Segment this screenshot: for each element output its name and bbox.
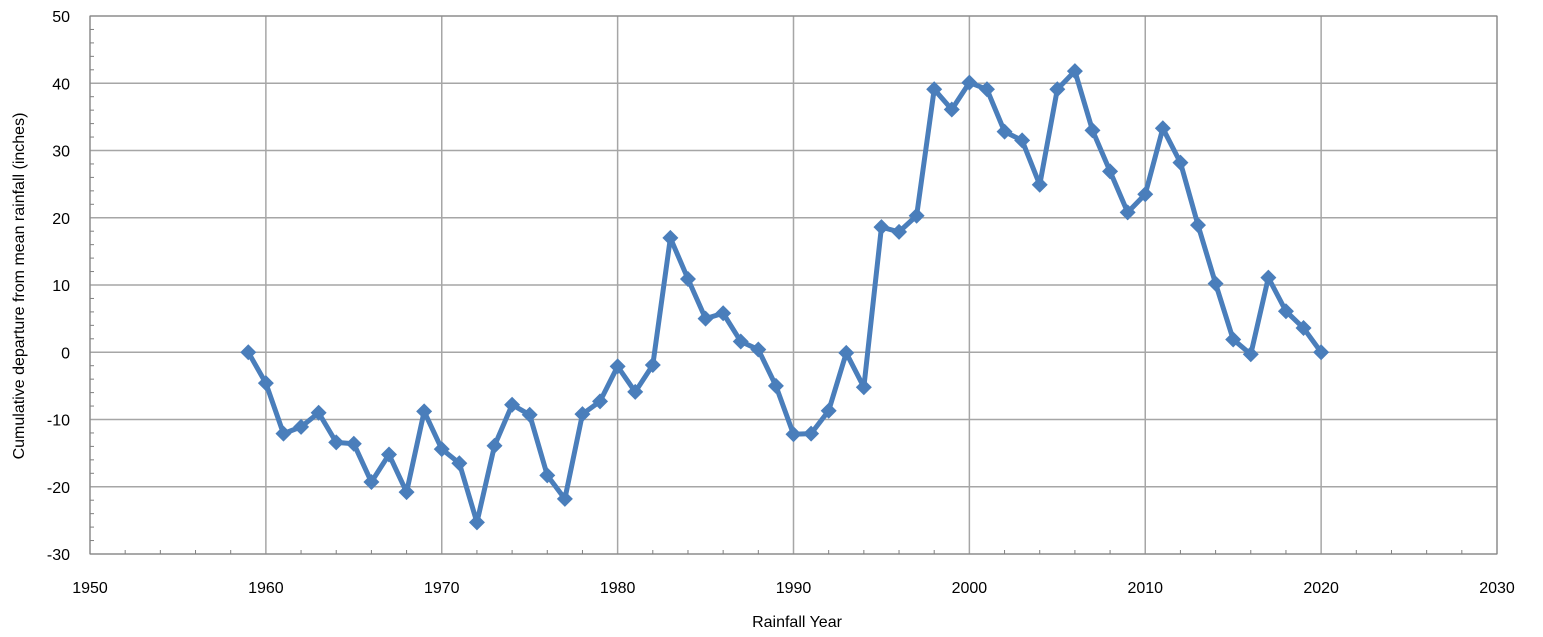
y-tick-label: -20 xyxy=(47,480,70,497)
data-point-marker xyxy=(275,425,292,442)
data-point-marker xyxy=(627,383,644,400)
y-tick-label: -10 xyxy=(47,413,70,430)
data-point-marker xyxy=(451,455,468,472)
x-tick-label: 2000 xyxy=(952,580,988,597)
x-tick-label: 2020 xyxy=(1303,580,1339,597)
data-point-marker xyxy=(1154,120,1171,137)
data-point-marker xyxy=(1049,81,1066,98)
data-point-marker xyxy=(293,418,310,435)
data-point-marker xyxy=(820,402,837,419)
y-tick-label: 20 xyxy=(52,211,70,228)
y-tick-label: 50 xyxy=(52,9,70,26)
data-point-marker xyxy=(891,223,908,240)
data-point-marker xyxy=(1313,344,1330,361)
data-point-marker xyxy=(486,437,503,454)
data-point-marker xyxy=(838,344,855,361)
y-tick-label: -30 xyxy=(47,547,70,564)
data-point-marker xyxy=(785,426,802,443)
data-point-marker xyxy=(679,270,696,287)
y-tick-labels: -30 -20 -10 0 10 20 30 40 50 xyxy=(47,9,70,564)
data-point-marker xyxy=(662,229,679,246)
series xyxy=(240,63,1330,531)
x-tick-label: 1970 xyxy=(424,580,460,597)
data-point-marker xyxy=(504,396,521,413)
data-point-marker xyxy=(1014,132,1031,149)
minor-ticks xyxy=(90,28,1463,554)
data-point-marker xyxy=(574,406,591,423)
data-point-marker xyxy=(1207,275,1224,292)
plot-frame xyxy=(89,15,1498,555)
data-point-marker xyxy=(556,490,573,507)
x-tick-labels: 1950 1960 1970 1980 1990 2000 2010 2020 2030 xyxy=(72,580,1515,597)
data-point-marker xyxy=(1242,346,1259,363)
data-point-marker xyxy=(697,310,714,327)
data-point-marker xyxy=(943,101,960,118)
data-point-marker xyxy=(767,377,784,394)
data-point-marker xyxy=(926,81,943,98)
data-point-marker xyxy=(433,441,450,458)
data-point-marker xyxy=(1084,122,1101,139)
data-point-marker xyxy=(855,379,872,396)
data-point-marker xyxy=(1260,269,1277,286)
y-axis-title: Cumulative departure from mean rainfall … xyxy=(11,113,28,460)
series-line xyxy=(245,68,1324,525)
data-point-marker xyxy=(521,406,538,423)
x-tick-label: 1960 xyxy=(248,580,284,597)
data-point-marker xyxy=(1102,163,1119,180)
data-point-marker xyxy=(873,219,890,236)
x-tick-label: 1950 xyxy=(72,580,108,597)
data-point-marker xyxy=(750,341,767,358)
x-tick-label: 2010 xyxy=(1127,580,1163,597)
data-point-marker xyxy=(345,435,362,452)
y-tick-label: 40 xyxy=(52,76,70,93)
data-point-marker xyxy=(416,403,433,420)
data-point-marker xyxy=(1295,320,1312,337)
x-tick-label: 1990 xyxy=(776,580,812,597)
data-point-marker xyxy=(310,404,327,421)
data-point-marker xyxy=(1137,186,1154,203)
data-point-marker xyxy=(468,514,485,531)
data-point-marker xyxy=(715,305,732,322)
data-point-marker xyxy=(257,375,274,392)
data-point-marker xyxy=(1119,204,1136,221)
data-point-marker xyxy=(539,467,556,484)
data-point-marker xyxy=(996,123,1013,140)
data-point-marker xyxy=(363,474,380,491)
grid xyxy=(89,15,1498,555)
x-tick-label: 2030 xyxy=(1479,580,1515,597)
data-point-marker xyxy=(908,207,925,224)
data-point-marker xyxy=(1190,217,1207,234)
data-point-marker xyxy=(398,484,415,501)
x-tick-label: 1980 xyxy=(600,580,636,597)
data-point-marker xyxy=(732,333,749,350)
data-point-marker xyxy=(609,358,626,375)
data-point-marker xyxy=(592,393,609,410)
x-axis-title: Rainfall Year xyxy=(752,614,843,631)
data-point-marker xyxy=(1225,331,1242,348)
data-point-marker xyxy=(803,425,820,442)
y-tick-label: 30 xyxy=(52,144,70,161)
y-tick-label: 10 xyxy=(52,278,70,295)
y-tick-label: 0 xyxy=(61,345,70,362)
data-point-marker xyxy=(644,357,661,374)
data-point-marker xyxy=(1031,176,1048,193)
data-point-marker xyxy=(380,446,397,463)
data-point-marker xyxy=(1172,154,1189,171)
data-point-marker xyxy=(328,434,345,451)
data-point-marker xyxy=(1277,303,1294,320)
data-point-marker xyxy=(978,81,995,98)
data-point-marker xyxy=(961,74,978,91)
data-point-marker xyxy=(240,344,257,361)
data-point-marker xyxy=(1066,63,1083,80)
